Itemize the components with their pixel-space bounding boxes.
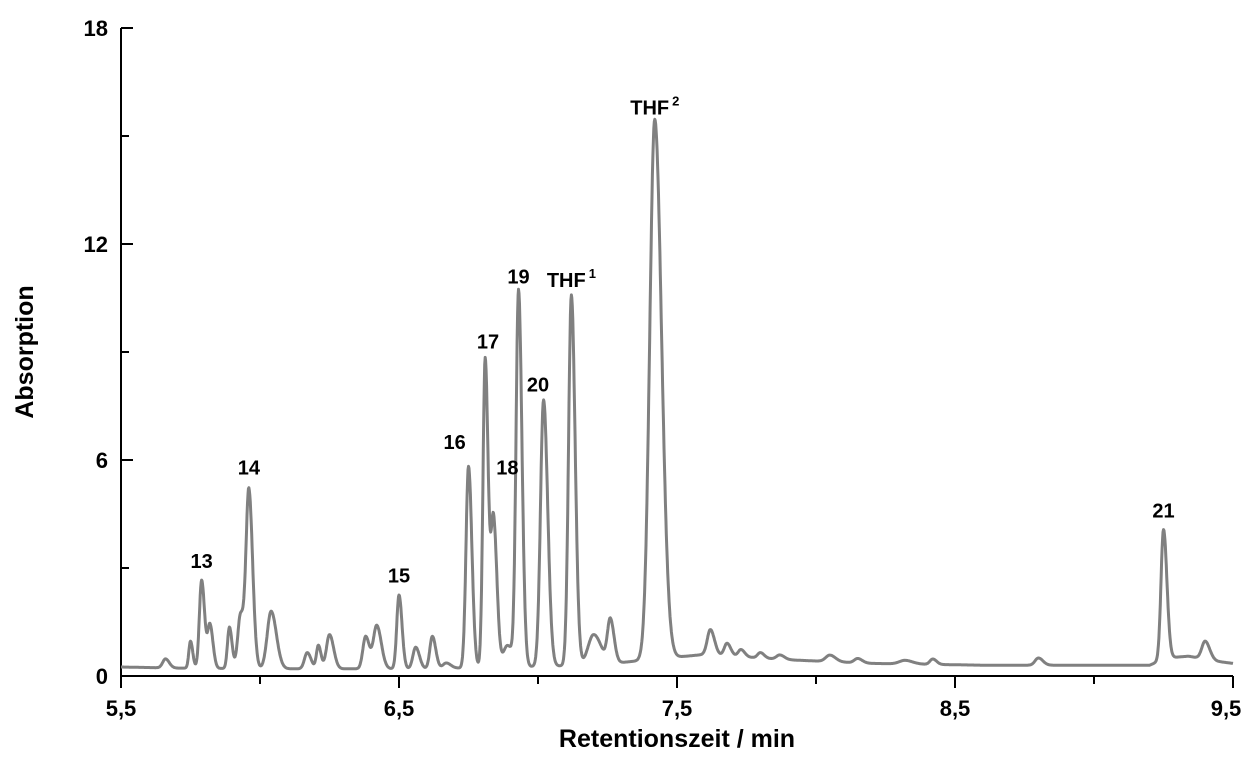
x-axis-title: Retentionszeit / min	[559, 725, 795, 753]
x-tick-label: 8,5	[940, 696, 971, 721]
peak-label-text: 16	[443, 432, 465, 454]
y-tick-label: 0	[96, 664, 108, 689]
x-tick-label: 5,5	[106, 696, 137, 721]
peak-label: 16	[443, 432, 465, 454]
peak-label: 13	[190, 551, 212, 573]
peak-label-text: 17	[477, 331, 499, 353]
peak-label: 20	[527, 375, 549, 397]
peak-label-text: THF	[547, 270, 586, 292]
peak-label: 21	[1152, 501, 1174, 523]
x-tick-label: 6,5	[384, 696, 415, 721]
peak-label: 15	[388, 565, 410, 587]
y-tick-label: 12	[84, 232, 108, 257]
y-axis-title: Absorption	[11, 285, 39, 418]
peak-label: THF 1	[547, 266, 596, 292]
peak-label-superscript: 1	[589, 266, 596, 281]
peak-label-superscript: 2	[672, 93, 679, 108]
peak-label: 19	[507, 267, 529, 289]
peak-label: 17	[477, 331, 499, 353]
x-tick-label: 9,5	[1211, 696, 1242, 721]
peak-label-text: 13	[190, 551, 212, 573]
y-tick-label: 6	[96, 448, 108, 473]
peak-label: THF 2	[630, 93, 679, 119]
peak-label-text: 14	[238, 457, 261, 479]
peak-label-text: 15	[388, 565, 410, 587]
peak-label: 14	[238, 457, 261, 479]
peak-label: 18	[496, 457, 518, 479]
peak-label-text: 18	[496, 457, 518, 479]
y-tick-label: 18	[84, 16, 108, 41]
peak-label-text: 19	[507, 267, 529, 289]
peak-label-text: 20	[527, 375, 549, 397]
x-axis: 5,5 6,5 7,5 8,5 9,5	[106, 675, 1242, 721]
x-tick-label: 7,5	[662, 696, 693, 721]
peak-label-text: 21	[1152, 501, 1174, 523]
peak-label-text: THF	[630, 97, 669, 119]
y-axis: 18 12 6 0	[84, 16, 133, 689]
chromatogram-trace	[120, 117, 1234, 671]
